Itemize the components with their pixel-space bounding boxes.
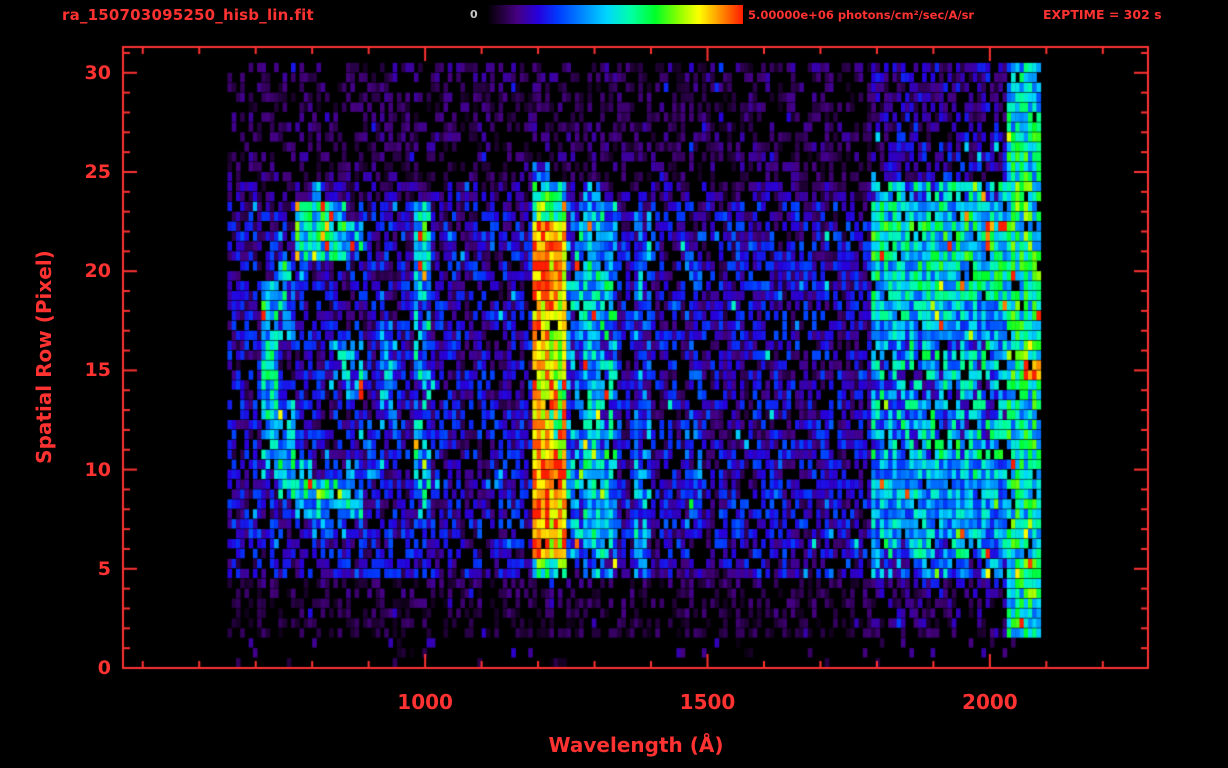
x-tick-label: 1000 <box>397 690 453 714</box>
y-tick-label: 10 <box>84 458 111 481</box>
y-tick-labels: 0 5 10 15 20 25 30 <box>0 0 120 768</box>
y-tick-label: 0 <box>97 657 111 679</box>
y-tick-label: 20 <box>84 260 111 283</box>
y-tick-label: 25 <box>84 160 111 183</box>
x-tick-label: 2000 <box>962 690 1018 714</box>
y-tick-label: 30 <box>84 61 111 84</box>
y-axis-title: Spatial Row (Pixel) <box>32 250 56 464</box>
x-tick-labels: 1000 1500 2000 <box>0 690 1228 716</box>
x-tick-label: 1500 <box>679 690 736 714</box>
x-axis-title: Wavelength (Å) <box>548 733 724 757</box>
y-tick-label: 5 <box>97 557 111 580</box>
y-tick-label: 15 <box>84 359 111 382</box>
